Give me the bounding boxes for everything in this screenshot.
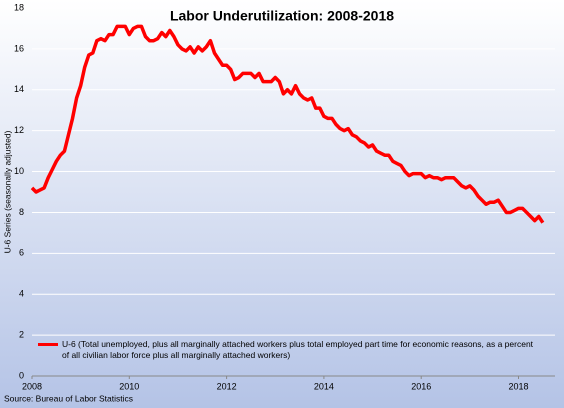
y-tick-label: 4 [19, 289, 24, 299]
y-axis-label: U-6 Series (seasonally adjusted) [2, 130, 12, 253]
x-tick-label: 2014 [314, 381, 334, 391]
y-tick-label: 14 [14, 84, 24, 94]
x-tick-label: 2018 [508, 381, 528, 391]
y-tick-label: 12 [14, 125, 24, 135]
x-tick-label: 2012 [217, 381, 237, 391]
y-tick-label: 10 [14, 166, 24, 176]
y-tick-label: 18 [14, 2, 24, 12]
y-tick-label: 6 [19, 248, 24, 258]
legend-label: U-6 (Total unemployed, plus all marginal… [62, 339, 534, 360]
y-tick-label: 8 [19, 207, 24, 217]
legend-swatch [38, 343, 58, 346]
y-tick-label: 16 [14, 43, 24, 53]
y-tick-label: 0 [19, 370, 24, 380]
source-note: Source: Bureau of Labor Statistics [4, 393, 133, 403]
legend: U-6 (Total unemployed, plus all marginal… [38, 339, 538, 361]
chart-title: Labor Underutilization: 2008-2018 [170, 8, 394, 24]
x-tick-label: 2010 [119, 381, 139, 391]
data-line [30, 24, 545, 224]
x-tick-label: 2016 [411, 381, 431, 391]
y-tick-label: 2 [19, 329, 24, 339]
x-tick-label: 2008 [22, 381, 42, 391]
